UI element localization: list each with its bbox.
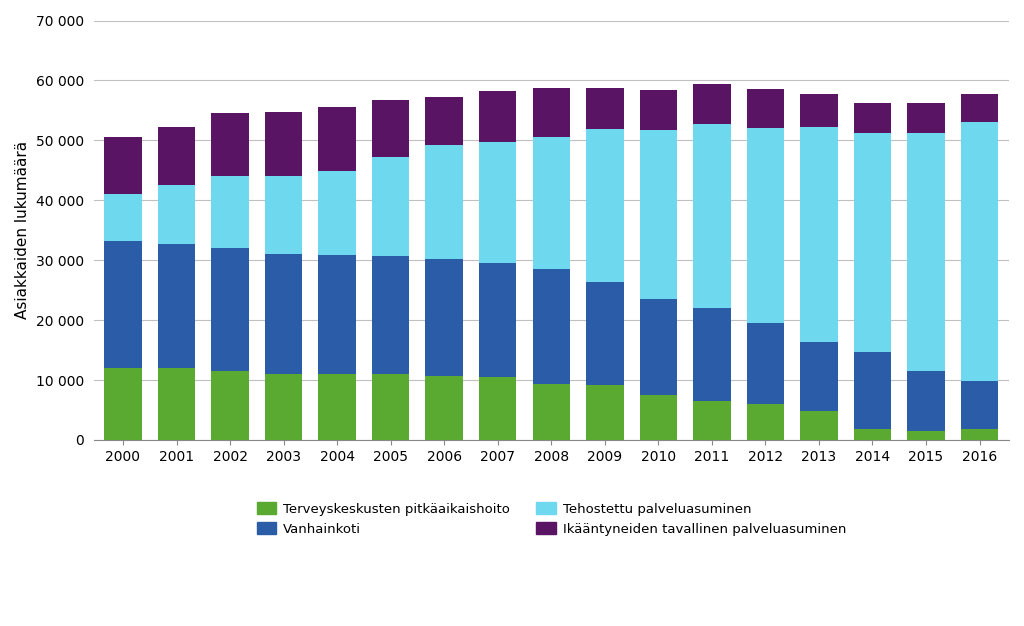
Bar: [211, 248, 249, 371]
Bar: [318, 374, 356, 440]
Bar: [586, 385, 624, 440]
Bar: [640, 130, 677, 299]
Bar: [479, 263, 516, 377]
Bar: [800, 342, 838, 411]
Bar: [265, 374, 302, 440]
Bar: [211, 177, 249, 248]
Bar: [586, 88, 624, 129]
Bar: [158, 185, 196, 244]
Bar: [211, 113, 249, 177]
Bar: [961, 94, 998, 122]
Bar: [104, 136, 141, 194]
Y-axis label: Asiakkaiden lukumäärä: Asiakkaiden lukumäärä: [15, 141, 30, 319]
Bar: [586, 129, 624, 282]
Bar: [640, 395, 677, 440]
Bar: [961, 122, 998, 381]
Bar: [640, 90, 677, 130]
Bar: [693, 308, 730, 401]
Bar: [746, 90, 784, 128]
Legend: Terveyskeskusten pitkäaikaishoito, Vanhainkoti, Tehostettu palveluasuminen, Ikää: Terveyskeskusten pitkäaikaishoito, Vanha…: [251, 497, 851, 541]
Bar: [532, 269, 570, 384]
Bar: [532, 137, 570, 269]
Bar: [318, 107, 356, 171]
Bar: [372, 157, 410, 256]
Bar: [425, 97, 463, 145]
Bar: [158, 368, 196, 440]
Bar: [800, 411, 838, 440]
Bar: [425, 145, 463, 259]
Bar: [104, 368, 141, 440]
Bar: [425, 376, 463, 440]
Bar: [854, 429, 891, 440]
Bar: [425, 259, 463, 376]
Bar: [693, 124, 730, 308]
Bar: [854, 103, 891, 133]
Bar: [693, 84, 730, 124]
Bar: [265, 254, 302, 374]
Bar: [104, 194, 141, 241]
Bar: [318, 255, 356, 374]
Bar: [746, 323, 784, 404]
Bar: [640, 299, 677, 395]
Bar: [961, 381, 998, 429]
Bar: [265, 177, 302, 254]
Bar: [961, 429, 998, 440]
Bar: [800, 126, 838, 342]
Bar: [479, 377, 516, 440]
Bar: [693, 401, 730, 440]
Bar: [104, 241, 141, 368]
Bar: [746, 404, 784, 440]
Bar: [479, 91, 516, 141]
Bar: [318, 171, 356, 255]
Bar: [532, 88, 570, 137]
Bar: [907, 103, 945, 133]
Bar: [907, 371, 945, 431]
Bar: [372, 100, 410, 157]
Bar: [907, 133, 945, 371]
Bar: [211, 371, 249, 440]
Bar: [265, 112, 302, 177]
Bar: [746, 128, 784, 323]
Bar: [800, 94, 838, 126]
Bar: [158, 127, 196, 185]
Bar: [907, 431, 945, 440]
Bar: [586, 282, 624, 385]
Bar: [372, 374, 410, 440]
Bar: [479, 141, 516, 263]
Bar: [532, 384, 570, 440]
Bar: [854, 133, 891, 352]
Bar: [158, 244, 196, 368]
Bar: [372, 256, 410, 374]
Bar: [854, 352, 891, 429]
